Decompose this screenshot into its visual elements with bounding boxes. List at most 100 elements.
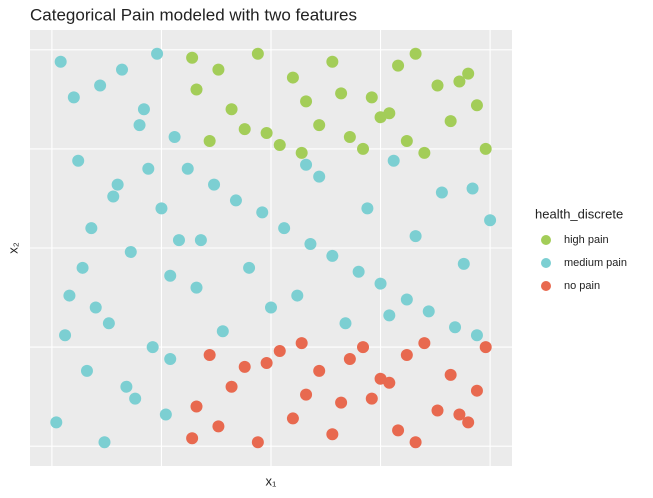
point: [313, 170, 326, 183]
point: [260, 356, 273, 369]
point: [256, 206, 269, 219]
point: [225, 103, 238, 116]
point: [190, 281, 203, 294]
point: [339, 317, 352, 330]
point: [470, 384, 483, 397]
point: [54, 55, 67, 68]
point: [431, 79, 444, 92]
point: [238, 123, 251, 136]
point: [300, 388, 313, 401]
point: [85, 222, 98, 235]
point: [203, 349, 216, 362]
point: [326, 249, 339, 262]
point: [295, 337, 308, 350]
point: [172, 234, 185, 247]
point: [418, 337, 431, 350]
point: [400, 293, 413, 306]
point: [470, 99, 483, 112]
point: [409, 230, 422, 243]
point: [409, 47, 422, 60]
legend-label: high pain: [564, 234, 609, 246]
point: [76, 261, 89, 274]
point: [335, 87, 348, 100]
point: [164, 269, 177, 282]
point: [453, 408, 466, 421]
point: [164, 352, 177, 365]
point: [422, 305, 435, 318]
chart-title: Categorical Pain modeled with two featur…: [30, 5, 357, 24]
point: [357, 142, 370, 155]
point: [462, 67, 475, 80]
point: [151, 47, 164, 60]
point: [365, 91, 378, 104]
point: [357, 341, 370, 354]
point: [435, 186, 448, 199]
point: [155, 202, 168, 215]
point: [111, 178, 124, 191]
point: [457, 257, 470, 270]
point: [278, 222, 291, 235]
point: [444, 368, 457, 381]
point: [431, 404, 444, 417]
point: [392, 59, 405, 72]
point: [400, 349, 413, 362]
legend-swatch: [541, 258, 551, 268]
point: [243, 261, 256, 274]
point: [120, 380, 133, 393]
point: [168, 131, 181, 144]
point: [300, 95, 313, 108]
legend-title: health_discrete: [535, 206, 623, 221]
point: [190, 400, 203, 413]
point: [94, 79, 107, 92]
point: [295, 146, 308, 159]
point: [251, 436, 264, 449]
point: [146, 341, 159, 354]
point: [313, 119, 326, 132]
point: [72, 154, 85, 167]
point: [453, 75, 466, 88]
point: [409, 436, 422, 449]
point: [181, 162, 194, 175]
point: [89, 301, 102, 314]
point: [265, 301, 277, 314]
point: [326, 55, 339, 68]
point: [383, 309, 396, 322]
point: [260, 127, 273, 140]
point: [466, 182, 479, 195]
point: [374, 372, 387, 385]
point: [361, 202, 374, 215]
point: [286, 71, 299, 84]
point: [116, 63, 129, 76]
point: [216, 325, 229, 338]
point: [374, 277, 387, 290]
point: [50, 416, 63, 429]
point: [142, 162, 155, 175]
point: [343, 131, 356, 144]
point: [98, 436, 111, 449]
point: [326, 428, 339, 441]
legend-label: no pain: [564, 280, 600, 292]
y-axis-title: x₂: [5, 242, 20, 254]
point: [291, 289, 304, 302]
legend-swatch: [541, 281, 551, 291]
point: [229, 194, 242, 207]
point: [300, 158, 313, 171]
point: [286, 412, 299, 425]
point: [203, 134, 216, 147]
point: [470, 329, 483, 342]
point: [102, 317, 115, 330]
point: [186, 51, 199, 64]
point: [392, 424, 405, 437]
point: [67, 91, 80, 104]
point: [124, 245, 137, 258]
point: [479, 341, 492, 354]
point: [212, 420, 225, 433]
point: [251, 47, 264, 60]
point: [365, 392, 378, 405]
point: [208, 178, 221, 191]
point: [343, 352, 356, 365]
legend-label: medium pain: [564, 257, 627, 269]
point: [273, 138, 286, 151]
point: [190, 83, 203, 96]
